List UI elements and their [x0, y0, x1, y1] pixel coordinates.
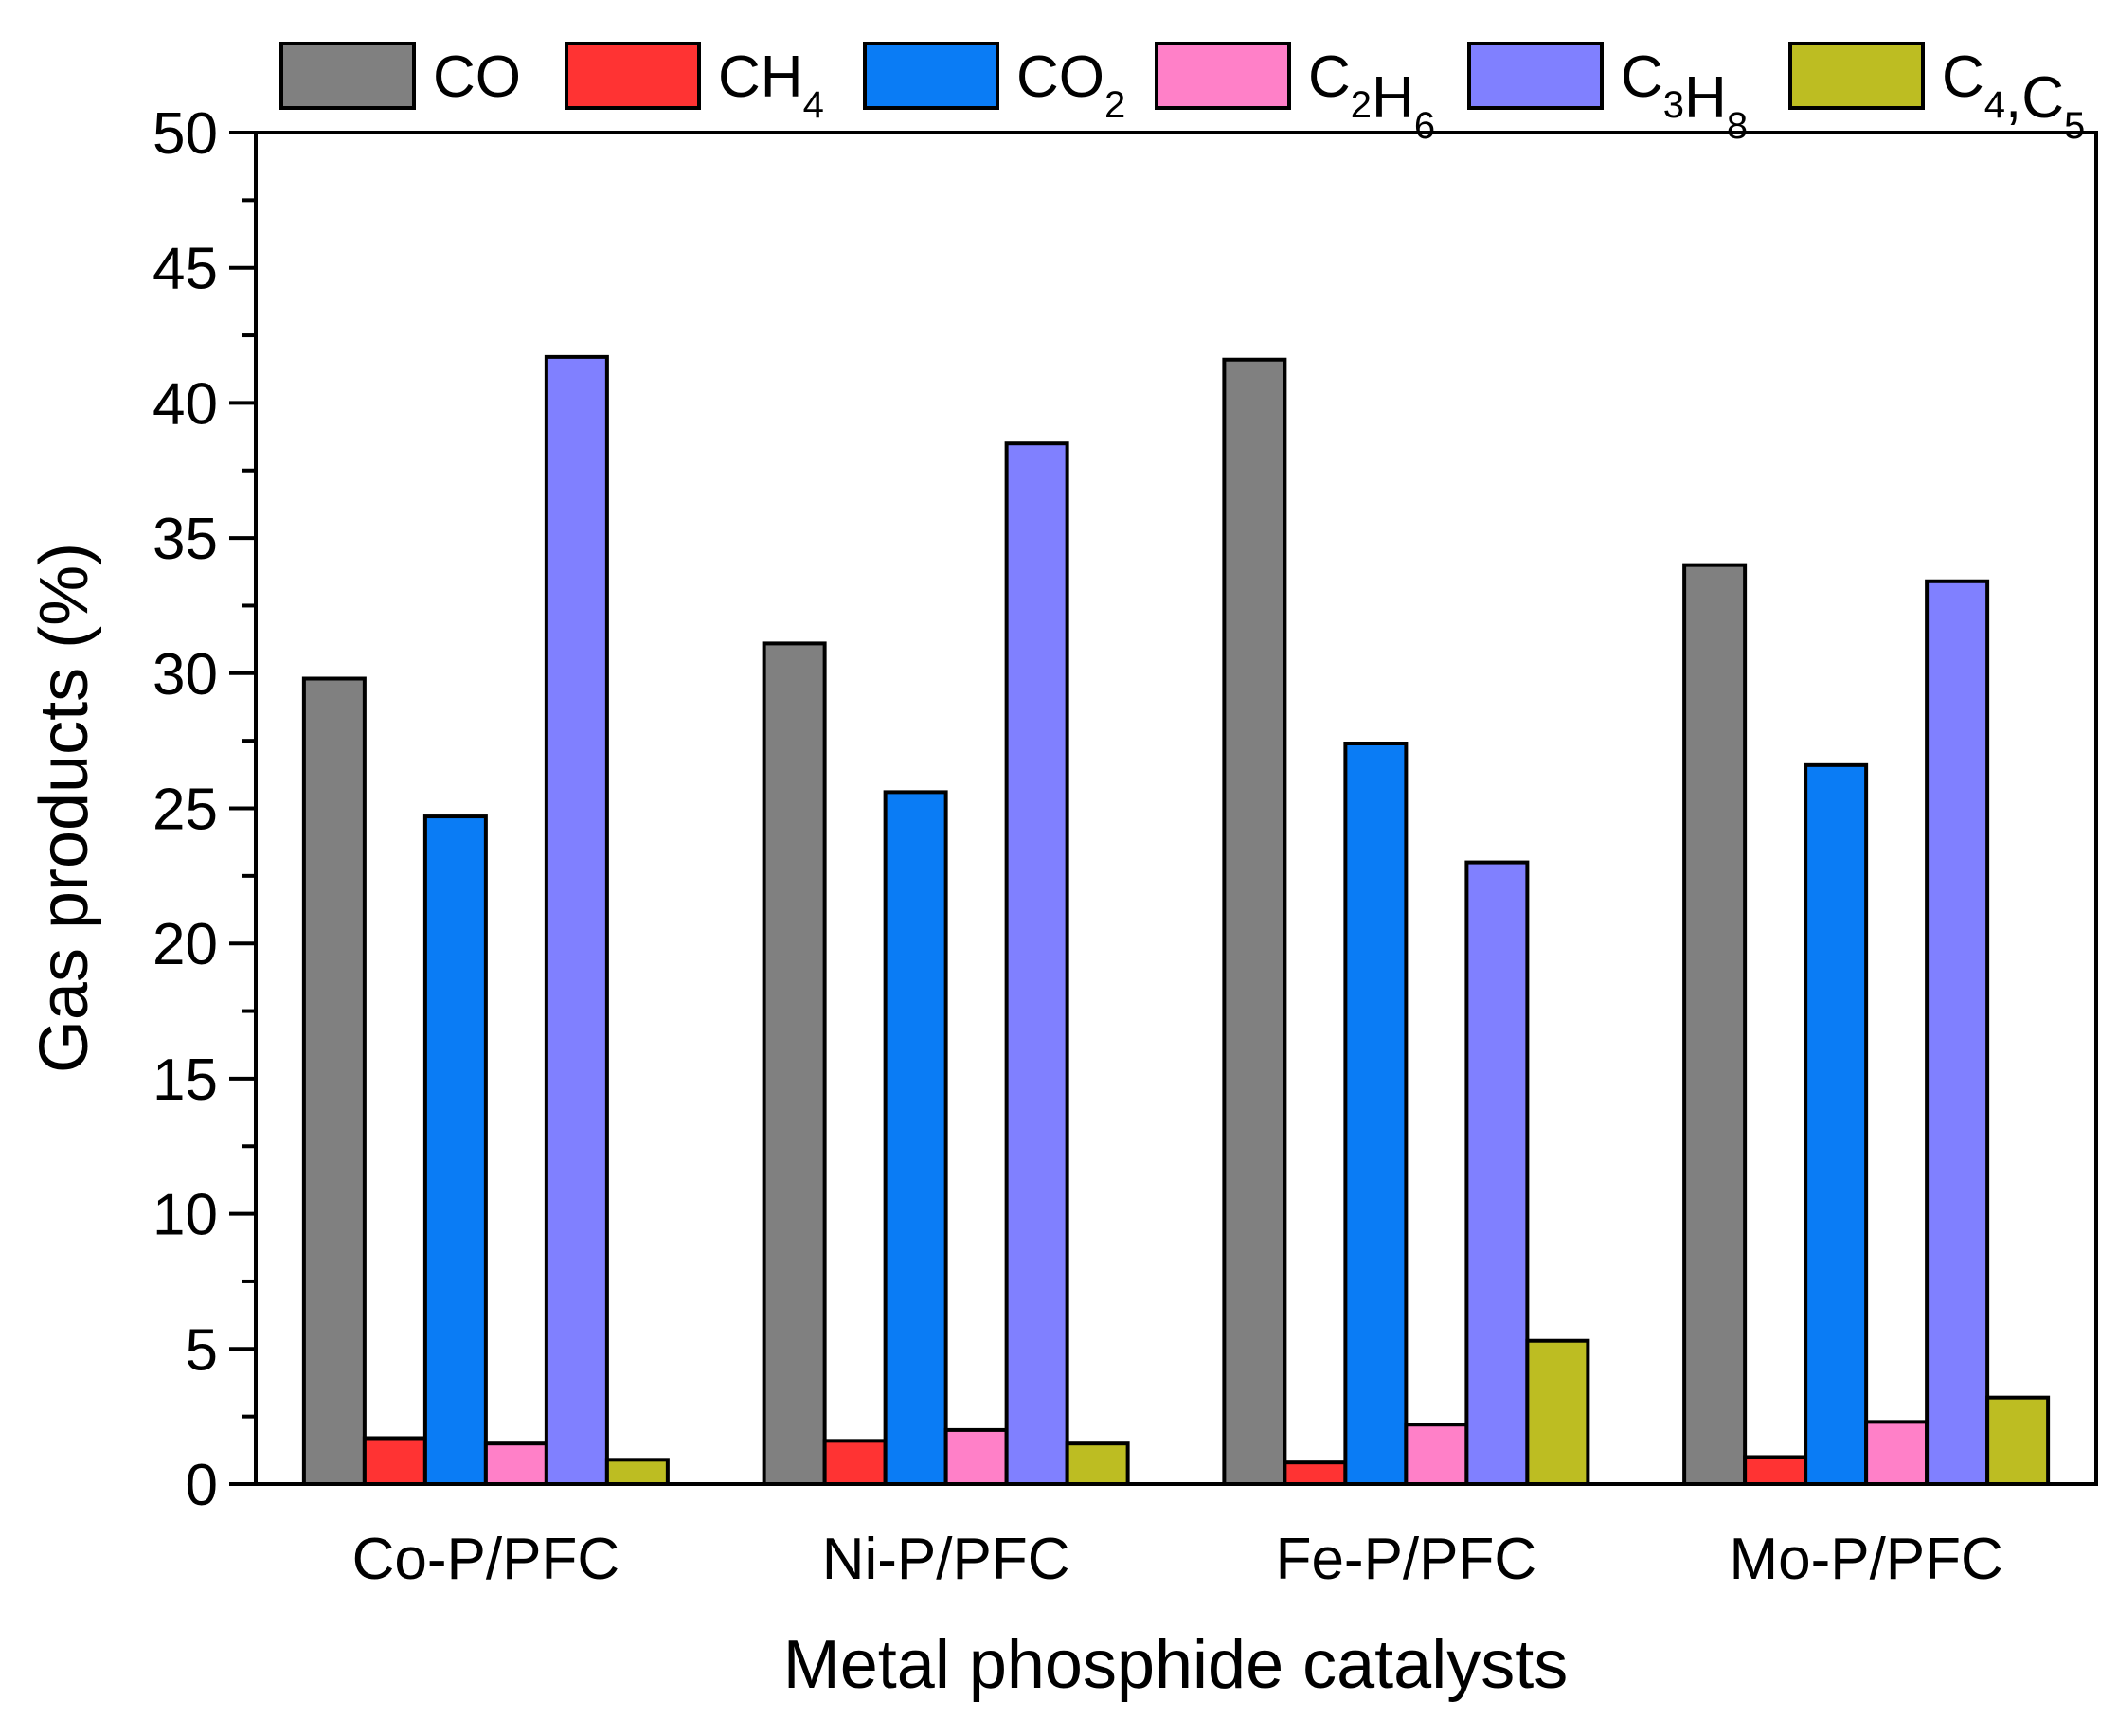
y-axis-title: Gas products (%): [27, 543, 102, 1073]
legend-label-text: CO: [1016, 45, 1104, 110]
x-tick-label: Fe-P/PFC: [1276, 1527, 1537, 1592]
x-axis-title: Metal phosphide catalysts: [783, 1627, 1568, 1703]
bar-c3h8-2: [1464, 860, 1530, 1486]
bar-ch4-3: [1743, 1455, 1808, 1486]
bar-co-0: [301, 676, 367, 1486]
legend-label-text: H: [1372, 65, 1414, 131]
bar-c4c5-1: [1065, 1441, 1130, 1486]
y-tick-label: 50: [153, 101, 218, 167]
legend-label: CO2: [1016, 45, 1125, 126]
legend-label-text: ,C: [2005, 65, 2064, 131]
bar-co2-2: [1343, 742, 1409, 1486]
bar-c2h6-1: [943, 1427, 1009, 1487]
y-tick-label: 45: [153, 237, 218, 302]
bar-c2h6-2: [1404, 1423, 1469, 1487]
x-tick-label: Mo-P/PFC: [1729, 1527, 2002, 1592]
legend-label: CO: [433, 45, 521, 110]
legend-label: CH4: [718, 45, 824, 126]
y-tick-label: 25: [153, 778, 218, 843]
y-tick-label: 10: [153, 1183, 218, 1248]
bar-c4c5-3: [1985, 1395, 2051, 1486]
plot-frame: [254, 131, 2098, 1486]
legend-swatch: [1155, 42, 1291, 110]
legend-label-subscript: 2: [1351, 84, 1372, 126]
bar-c4c5-0: [604, 1458, 670, 1486]
y-tick-label: 15: [153, 1047, 218, 1113]
legend-swatch: [863, 42, 999, 110]
legend-label-text: C: [1942, 45, 1984, 110]
bar-co2-0: [422, 814, 488, 1486]
bar-c2h6-0: [483, 1441, 548, 1486]
legend-swatch: [565, 42, 701, 110]
bar-co2-3: [1804, 762, 1869, 1486]
legend-swatch: [279, 42, 416, 110]
legend-label: C4,C5: [1942, 45, 2085, 147]
legend-label-subscript: 5: [2064, 105, 2085, 147]
bar-co2-1: [883, 790, 948, 1486]
legend-label-subscript: 3: [1663, 84, 1684, 126]
y-tick-label: 30: [153, 642, 218, 707]
x-tick-label: Ni-P/PFC: [822, 1527, 1070, 1592]
legend-label-subscript: 4: [1984, 84, 2005, 126]
bar-c4c5-2: [1525, 1338, 1590, 1487]
legend-swatch: [1788, 42, 1925, 110]
x-tick-label: Co-P/PFC: [352, 1527, 619, 1592]
bar-ch4-0: [362, 1436, 427, 1487]
bar-ch4-1: [822, 1439, 888, 1487]
legend-label-text: CH: [718, 45, 803, 110]
bar-ch4-2: [1283, 1460, 1348, 1486]
legend-label: C2H6: [1308, 45, 1435, 147]
y-tick-label: 40: [153, 371, 218, 437]
bar-c3h8-1: [1004, 441, 1069, 1487]
y-axis: 0 5 10 15 20 25 30 35 40 45 50: [153, 101, 256, 1518]
legend-label-text: C: [1621, 45, 1663, 110]
legend-label-subscript: 6: [1414, 105, 1435, 147]
bar-series: [301, 354, 2051, 1487]
bar-c2h6-3: [1864, 1420, 1930, 1487]
legend-label-subscript: 4: [803, 84, 824, 126]
bar-co-3: [1682, 563, 1748, 1486]
bar-c3h8-0: [544, 354, 609, 1487]
y-tick-label: 20: [153, 912, 218, 977]
y-tick-label: 35: [153, 507, 218, 572]
x-axis: Co-P/PFC Ni-P/PFC Fe-P/PFC Mo-P/PFC: [352, 1527, 2003, 1592]
bar-co-1: [762, 641, 827, 1486]
legend-label-subscript: 8: [1727, 105, 1748, 147]
legend-label: C3H8: [1621, 45, 1748, 147]
legend-label-subscript: 2: [1104, 84, 1125, 126]
legend-label-text: C: [1308, 45, 1351, 110]
bar-c3h8-3: [1925, 579, 1990, 1486]
legend-label-text: H: [1684, 65, 1727, 131]
y-tick-label: 0: [186, 1453, 218, 1518]
legend-label-text: CO: [433, 45, 521, 110]
bar-co-2: [1222, 357, 1287, 1487]
y-tick-label: 5: [186, 1317, 218, 1383]
legend-swatch: [1467, 42, 1604, 110]
